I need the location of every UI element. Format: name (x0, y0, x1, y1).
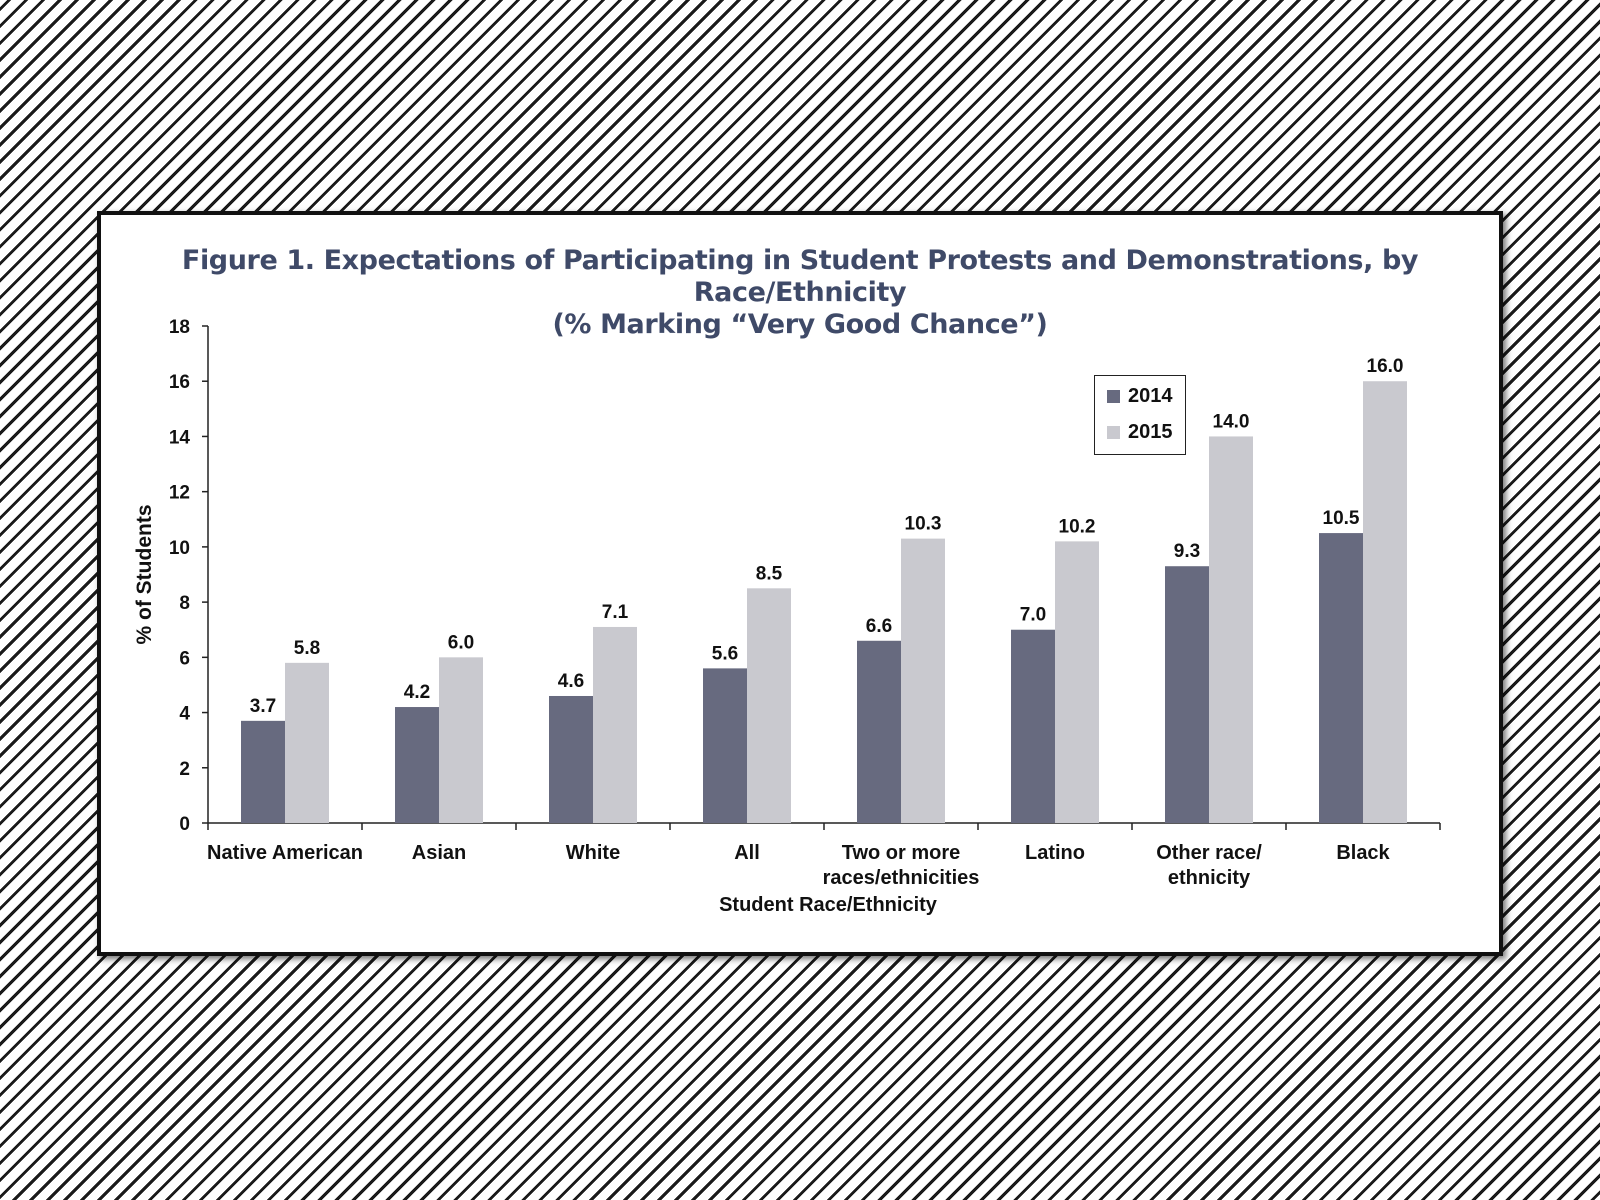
data-label-2014: 7.0 (1020, 605, 1046, 626)
y-tick-label: 8 (179, 593, 190, 614)
x-category-label: All (734, 842, 760, 864)
y-tick-label: 6 (179, 648, 190, 669)
y-tick-label: 10 (169, 538, 190, 559)
bar-2014 (549, 695, 593, 823)
x-category-label: White (566, 842, 620, 864)
y-tick-label: 12 (169, 483, 190, 504)
legend-label-2015: 2015 (1128, 420, 1173, 443)
bar-2015 (901, 538, 945, 823)
bar-2014 (1011, 629, 1055, 823)
legend-item-2014: 2014 (1107, 384, 1173, 408)
x-category-label: ethnicity (1168, 867, 1251, 889)
data-label-2014: 3.7 (250, 696, 276, 717)
chart-subtitle: (% Marking “Very Good Chance”) (552, 309, 1048, 340)
bar-2015 (1055, 541, 1099, 823)
y-tick-label: 4 (179, 704, 190, 725)
x-category-label: Asian (412, 842, 466, 864)
x-axis-title: Student Race/Ethnicity (719, 894, 938, 916)
chart-card: Figure 1. Expectations of Participating … (97, 211, 1503, 956)
bar-2015 (1363, 381, 1407, 823)
bar-2015 (747, 588, 791, 823)
bar-chart: 0 2 4 6 8 10 12 14 16 18 3.7 5.8 Native American 4.2 6… (133, 317, 1441, 916)
bar-2014 (1165, 566, 1209, 823)
y-tick-label: 14 (169, 427, 191, 448)
legend-swatch-2014 (1107, 389, 1120, 403)
x-category-label: Latino (1025, 842, 1085, 864)
data-label-2015: 5.8 (294, 638, 320, 659)
x-category-label: Other race/ (1156, 842, 1262, 864)
data-label-2015: 6.0 (448, 632, 474, 653)
x-category-label: Two or more (842, 842, 961, 864)
legend-label-2014: 2014 (1128, 384, 1173, 407)
data-label-2014: 4.2 (404, 682, 430, 703)
y-tick-label: 2 (179, 759, 190, 780)
data-label-2014: 5.6 (712, 643, 738, 664)
data-label-2015: 7.1 (602, 602, 629, 623)
bar-2015 (285, 662, 329, 823)
bar-2014 (857, 640, 901, 823)
chart-title: Figure 1. Expectations of Participating … (181, 245, 1419, 308)
bar-2014 (241, 720, 285, 823)
bar-2014 (703, 668, 747, 823)
bar-2015 (593, 626, 637, 823)
legend-item-2015: 2015 (1107, 420, 1173, 444)
data-label-2014: 9.3 (1174, 541, 1200, 562)
bar-2015 (439, 657, 483, 823)
x-category-label: Black (1336, 842, 1390, 864)
data-label-2014: 10.5 (1323, 508, 1360, 529)
y-tick-label: 0 (179, 814, 190, 835)
bar-2015 (1209, 436, 1253, 823)
y-tick-label: 18 (169, 317, 190, 338)
data-label-2014: 4.6 (558, 671, 584, 692)
data-label-2014: 6.6 (866, 616, 892, 637)
chart-legend: 2014 2015 (1094, 375, 1186, 455)
bar-2014 (395, 707, 439, 823)
legend-swatch-2015 (1107, 425, 1120, 439)
data-label-2015: 16.0 (1367, 356, 1404, 377)
x-category-label: Native American (207, 842, 363, 864)
data-label-2015: 14.0 (1213, 411, 1250, 432)
data-label-2015: 10.2 (1059, 516, 1096, 537)
y-axis-title: % of Students (133, 505, 156, 645)
data-label-2015: 10.3 (905, 514, 942, 535)
x-category-label: races/ethnicities (823, 867, 980, 889)
bar-2014 (1319, 533, 1363, 823)
chart-title-block: Figure 1. Expectations of Participating … (101, 245, 1499, 341)
data-label-2015: 8.5 (756, 563, 783, 584)
y-tick-label: 16 (169, 372, 190, 393)
